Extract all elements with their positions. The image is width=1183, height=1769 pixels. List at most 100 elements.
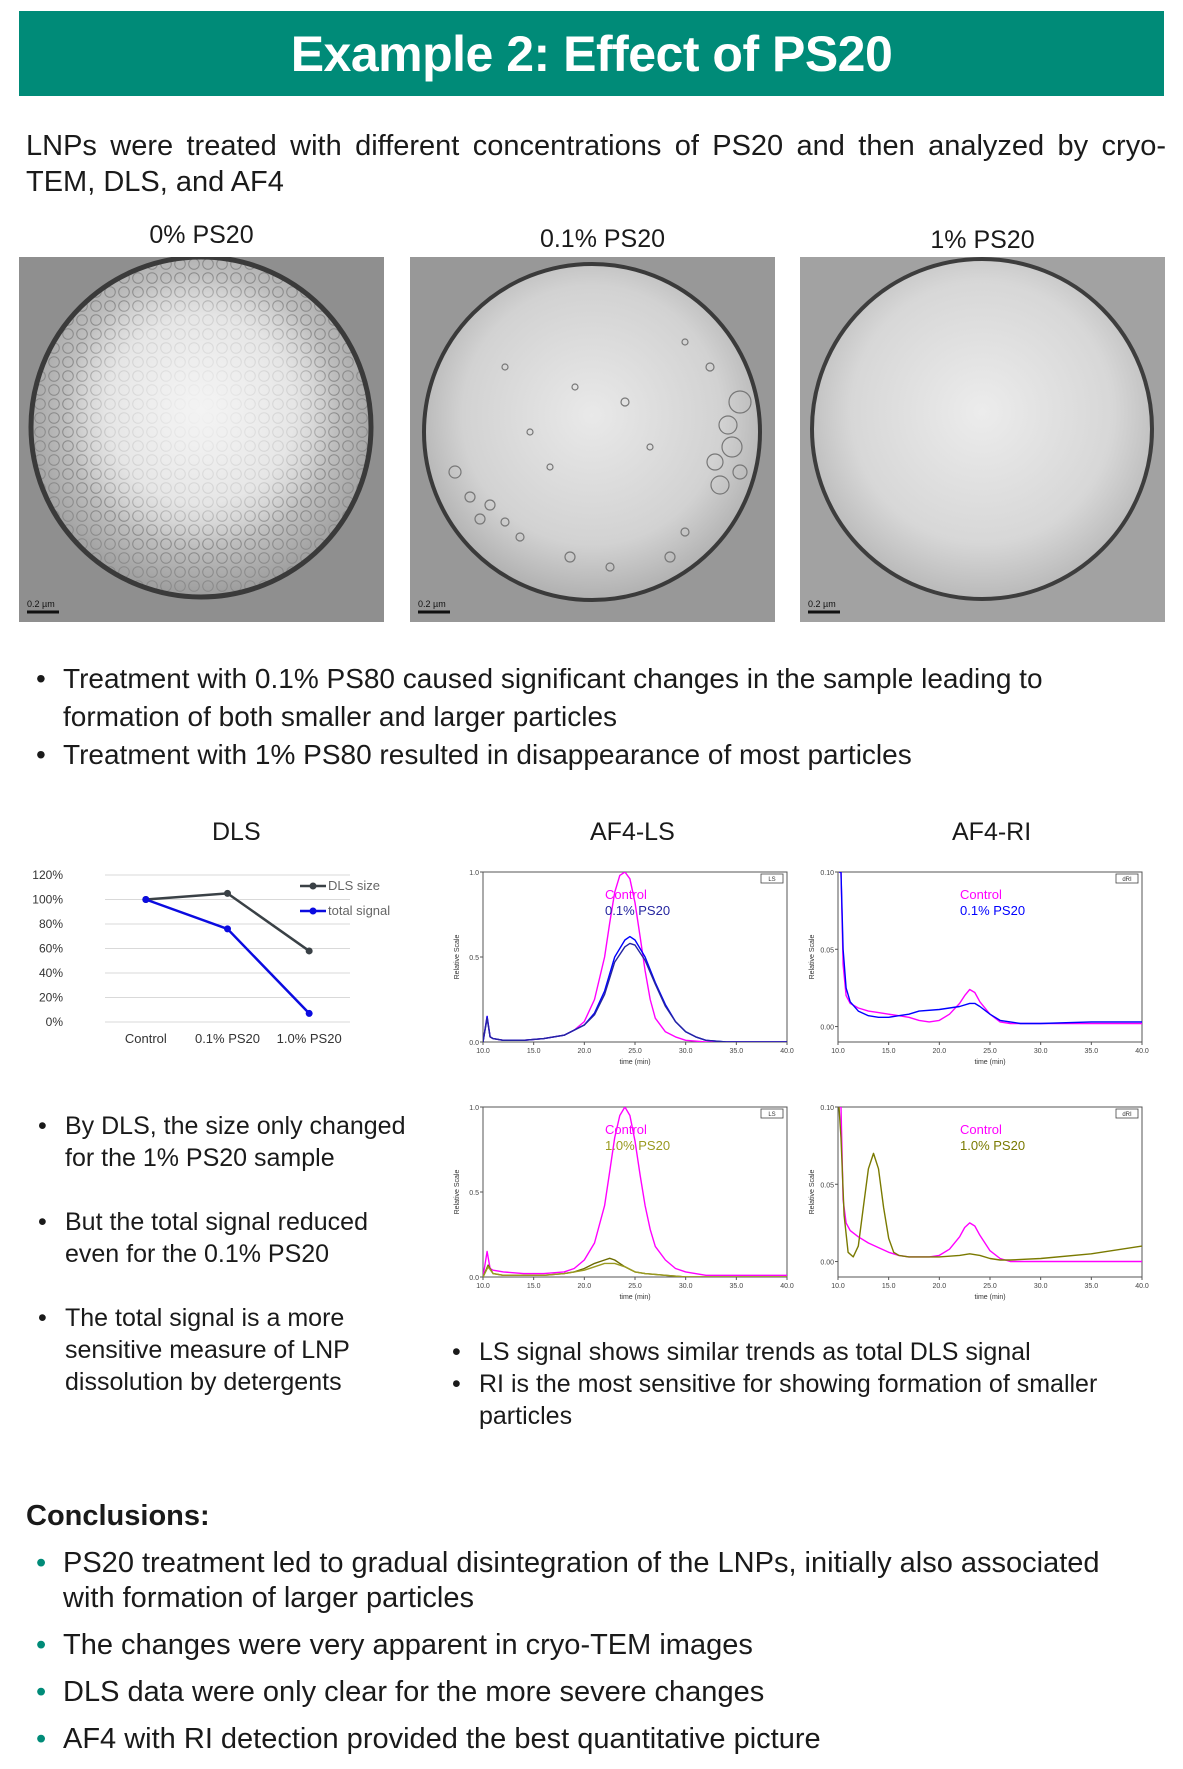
data-point bbox=[305, 947, 313, 955]
series-line bbox=[839, 872, 1142, 1025]
x-tick-label: 30.0 bbox=[1034, 1048, 1048, 1055]
legend-label: Control bbox=[605, 1122, 647, 1137]
detector-badge-label: dRI bbox=[1122, 877, 1132, 883]
legend-label: 0.1% PS20 bbox=[605, 903, 670, 918]
series-line bbox=[145, 892, 310, 952]
detector-badge bbox=[1115, 873, 1139, 884]
dls-bullet-1: By DLS, the size only changed for the 1%… bbox=[28, 1110, 408, 1174]
y-tick-label: 0.05 bbox=[820, 947, 834, 954]
legend-label: DLS size bbox=[328, 878, 380, 893]
legend-marker bbox=[309, 907, 317, 915]
x-tick-label: 20.0 bbox=[578, 1048, 592, 1055]
legend-label: Control bbox=[605, 887, 647, 902]
legend-label: Control bbox=[960, 887, 1002, 902]
af4-ri-chart-01: 10.0 15.0 20.0 25.0 30.0 35.0 40.0 0.00 0.05 0.10… bbox=[809, 870, 1149, 1066]
x-tick-label: 35.0 bbox=[730, 1283, 744, 1290]
x-tick-label: 35.0 bbox=[1085, 1283, 1099, 1290]
y-tick-label: 120% bbox=[32, 868, 63, 882]
tem-image-0pct: 0.2 µm bbox=[19, 257, 384, 622]
y-axis-label: Relative Scale bbox=[809, 935, 816, 980]
y-axis-label: Relative Scale bbox=[809, 1170, 816, 1215]
x-tick-label: 15.0 bbox=[527, 1048, 541, 1055]
series-line bbox=[838, 1107, 1142, 1261]
data-point bbox=[305, 1009, 313, 1017]
x-tick-label: 0.1% PS20 bbox=[195, 1031, 260, 1046]
y-tick-label: 20% bbox=[39, 991, 63, 1005]
intro-text: LNPs were treated with different concent… bbox=[26, 130, 1166, 198]
y-tick-label: 0.10 bbox=[820, 870, 834, 877]
legend-label: 1.0% PS20 bbox=[605, 1138, 670, 1153]
data-point bbox=[224, 889, 231, 897]
tem-micrograph: 0.2 µm bbox=[410, 257, 775, 622]
x-tick-label: 10.0 bbox=[831, 1283, 845, 1290]
x-axis-label: time (min) bbox=[619, 1294, 650, 1301]
af4-ls-chart-10: 10.0 15.0 20.0 25.0 30.0 35.0 40.0 0.0 0.5 1.0 tim… bbox=[454, 1105, 794, 1301]
x-tick-label: 15.0 bbox=[527, 1283, 541, 1290]
x-tick-label: 40.0 bbox=[1135, 1048, 1149, 1055]
conclusion-item: PS20 treatment led to gradual disintegra… bbox=[26, 1546, 1126, 1616]
scale-bar-1: 0.2 µm bbox=[418, 599, 446, 609]
y-tick-label: 0.5 bbox=[469, 1190, 479, 1197]
plot-frame bbox=[837, 1106, 1143, 1278]
legend-label: 0.1% PS20 bbox=[960, 903, 1025, 918]
x-tick-label: 40.0 bbox=[780, 1048, 794, 1055]
af4-bullet-1: LS signal shows similar trends as total … bbox=[442, 1336, 1162, 1368]
tem-bullet-2: Treatment with 1% PS80 resulted in disap… bbox=[26, 736, 1166, 774]
y-tick-label: 1.0 bbox=[469, 870, 479, 877]
conclusions-list: PS20 treatment led to gradual disintegra… bbox=[26, 1546, 1126, 1769]
series-line bbox=[483, 942, 787, 1042]
y-tick-label: 0.05 bbox=[820, 1182, 834, 1189]
y-axis-label: Relative Scale bbox=[454, 1170, 461, 1215]
conclusion-item: The changes were very apparent in cryo-T… bbox=[26, 1628, 1126, 1663]
x-tick-label: 10.0 bbox=[476, 1048, 490, 1055]
dls-bullet-2: But the total signal reduced even for th… bbox=[28, 1206, 408, 1270]
detector-badge-label: LS bbox=[768, 877, 775, 883]
tem-bullet-1: Treatment with 0.1% PS80 caused signific… bbox=[26, 660, 1166, 736]
title-banner: Example 2: Effect of PS20 bbox=[19, 11, 1164, 96]
y-tick-label: 1.0 bbox=[469, 1105, 479, 1112]
conclusions-heading: Conclusions: bbox=[26, 1500, 210, 1532]
detector-badge bbox=[1115, 1108, 1139, 1119]
x-axis-label: time (min) bbox=[974, 1059, 1005, 1066]
x-tick-label: 30.0 bbox=[679, 1048, 693, 1055]
af4-ri-chart-10: 10.0 15.0 20.0 25.0 30.0 35.0 40.0 0.00 0.05 0.10… bbox=[809, 1105, 1149, 1301]
detector-badge-label: dRI bbox=[1122, 1112, 1132, 1118]
x-tick-label: 25.0 bbox=[628, 1048, 642, 1055]
y-tick-label: 0.0 bbox=[469, 1275, 479, 1282]
detector-badge-label: LS bbox=[768, 1112, 775, 1118]
x-tick-label: 10.0 bbox=[831, 1048, 845, 1055]
x-tick-label: 25.0 bbox=[983, 1048, 997, 1055]
dls-title: DLS bbox=[212, 818, 261, 846]
x-tick-label: 30.0 bbox=[679, 1283, 693, 1290]
x-tick-label: 15.0 bbox=[882, 1283, 896, 1290]
series-line bbox=[483, 1262, 787, 1277]
conclusion-item: DLS data were only clear for the more se… bbox=[26, 1675, 1126, 1710]
y-tick-label: 0.00 bbox=[820, 1260, 834, 1267]
x-tick-label: 20.0 bbox=[578, 1283, 592, 1290]
series-line bbox=[483, 1107, 787, 1277]
legend-label: 1.0% PS20 bbox=[960, 1138, 1025, 1153]
x-tick-label: 40.0 bbox=[780, 1283, 794, 1290]
tem-micrograph: 0.2 µm bbox=[19, 257, 384, 622]
x-tick-label: 20.0 bbox=[933, 1283, 947, 1290]
tem-bullets: Treatment with 0.1% PS80 caused signific… bbox=[26, 660, 1166, 774]
y-tick-label: 0.10 bbox=[820, 1105, 834, 1112]
x-tick-label: 35.0 bbox=[730, 1048, 744, 1055]
legend-marker bbox=[309, 882, 317, 890]
data-point bbox=[224, 925, 231, 933]
legend-label: total signal bbox=[328, 903, 390, 918]
x-tick-label: 15.0 bbox=[882, 1048, 896, 1055]
x-tick-label: 30.0 bbox=[1034, 1283, 1048, 1290]
plot-frame bbox=[482, 1106, 788, 1278]
x-tick-label: 40.0 bbox=[1135, 1283, 1149, 1290]
tem-label-0: 0% PS20 bbox=[149, 221, 254, 249]
y-axis-label: Relative Scale bbox=[454, 935, 461, 980]
conclusion-item: AF4 with RI detection provided the best … bbox=[26, 1722, 1126, 1757]
tem-image-01pct: 0.2 µm bbox=[410, 257, 775, 622]
x-tick-label: 35.0 bbox=[1085, 1048, 1099, 1055]
x-axis-label: time (min) bbox=[974, 1294, 1005, 1301]
dls-chart: 0% 20% 40% 60% 80% 100% 120% Control 0.1% PS20 1.… bbox=[32, 868, 390, 1046]
tem-label-2: 1% PS20 bbox=[930, 226, 1035, 254]
y-tick-label: 100% bbox=[32, 893, 63, 907]
y-tick-label: 80% bbox=[39, 917, 63, 931]
